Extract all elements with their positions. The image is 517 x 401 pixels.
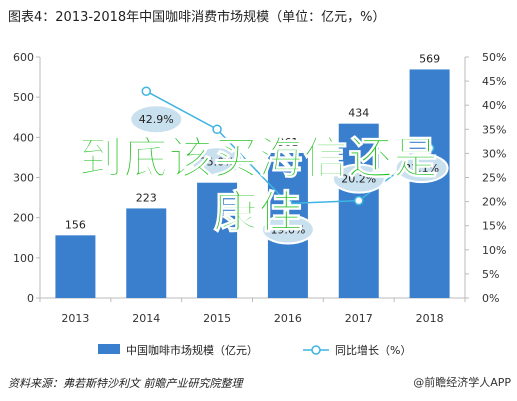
left-axis-tick-label: 300 xyxy=(13,172,34,185)
bar xyxy=(409,69,450,299)
legend-line-marker xyxy=(311,345,321,355)
overlay-caption: 到底该买海信还是 康佳 xyxy=(0,132,517,240)
bar-data-label: 434 xyxy=(348,107,369,120)
left-axis-tick-label: 400 xyxy=(13,131,34,144)
legend-bar-swatch xyxy=(98,344,120,354)
bar xyxy=(197,182,238,298)
growth-data-label: 19.6% xyxy=(270,224,305,237)
growth-marker xyxy=(212,124,222,135)
growth-data-label: 31.1% xyxy=(404,162,439,175)
bar xyxy=(55,235,96,298)
x-axis-tick-label: 2014 xyxy=(132,312,160,325)
growth-label-bubble xyxy=(260,214,315,245)
growth-label-bubble xyxy=(394,153,449,184)
growth-marker xyxy=(424,143,435,153)
right-axis-tick-label: 5% xyxy=(482,268,499,281)
chart-title: 图表4：2013-2018年中国咖啡消费市场规模（单位：亿元，%） xyxy=(8,10,386,25)
right-axis-tick-label: 15% xyxy=(482,220,506,233)
growth-data-label: 20.2% xyxy=(341,173,376,186)
bar-data-label: 156 xyxy=(65,218,86,231)
growth-data-label: 35.0% xyxy=(200,155,235,168)
bar xyxy=(126,208,167,298)
brand-credit: @前瞻经济学人APP xyxy=(413,376,511,389)
left-axis-tick-label: 200 xyxy=(13,212,34,225)
overlay-caption-line2: 康佳 xyxy=(213,187,304,239)
growth-label-bubble xyxy=(129,104,184,135)
bar-data-label: 223 xyxy=(136,191,157,204)
x-axis-tick-label: 2016 xyxy=(274,312,302,325)
x-axis-tick-label: 2018 xyxy=(416,312,444,325)
legend-bar-label: 中国咖啡市场规模（亿元） xyxy=(126,343,258,357)
right-axis-tick-label: 0% xyxy=(482,292,499,305)
right-axis-tick-label: 50% xyxy=(482,51,506,64)
right-axis-tick-label: 30% xyxy=(482,147,506,160)
bar-data-label: 361 xyxy=(277,136,298,149)
growth-data-label: 42.9% xyxy=(139,113,174,126)
right-axis-tick-label: 25% xyxy=(482,172,506,185)
legend-line-label: 同比增长（%） xyxy=(335,343,411,357)
x-axis-tick-label: 2015 xyxy=(203,312,231,325)
growth-label-bubble xyxy=(190,146,245,177)
left-axis-tick-label: 600 xyxy=(13,51,34,64)
x-axis-tick-label: 2013 xyxy=(61,312,89,325)
x-axis-tick-label: 2017 xyxy=(345,312,373,325)
right-axis-tick-label: 45% xyxy=(482,75,506,88)
source-note: 资料来源：弗若斯特沙利文 前瞻产业研究院整理 xyxy=(8,377,243,390)
overlay-caption-line1: 到底该买海信还是 xyxy=(78,133,439,185)
growth-label-bubble xyxy=(331,163,386,194)
left-axis-tick-label: 100 xyxy=(13,252,34,265)
right-axis-tick-label: 10% xyxy=(482,244,506,257)
right-axis-tick-label: 20% xyxy=(482,196,506,209)
right-axis-tick-label: 40% xyxy=(482,99,506,112)
left-axis-tick-label: 500 xyxy=(13,91,34,104)
bar xyxy=(338,123,379,298)
right-axis-tick-label: 35% xyxy=(482,123,506,136)
growth-marker xyxy=(283,198,293,209)
left-axis-tick-label: 0 xyxy=(27,292,34,305)
growth-marker xyxy=(354,195,364,206)
growth-marker xyxy=(141,86,151,96)
bar-data-label: 569 xyxy=(419,52,440,65)
